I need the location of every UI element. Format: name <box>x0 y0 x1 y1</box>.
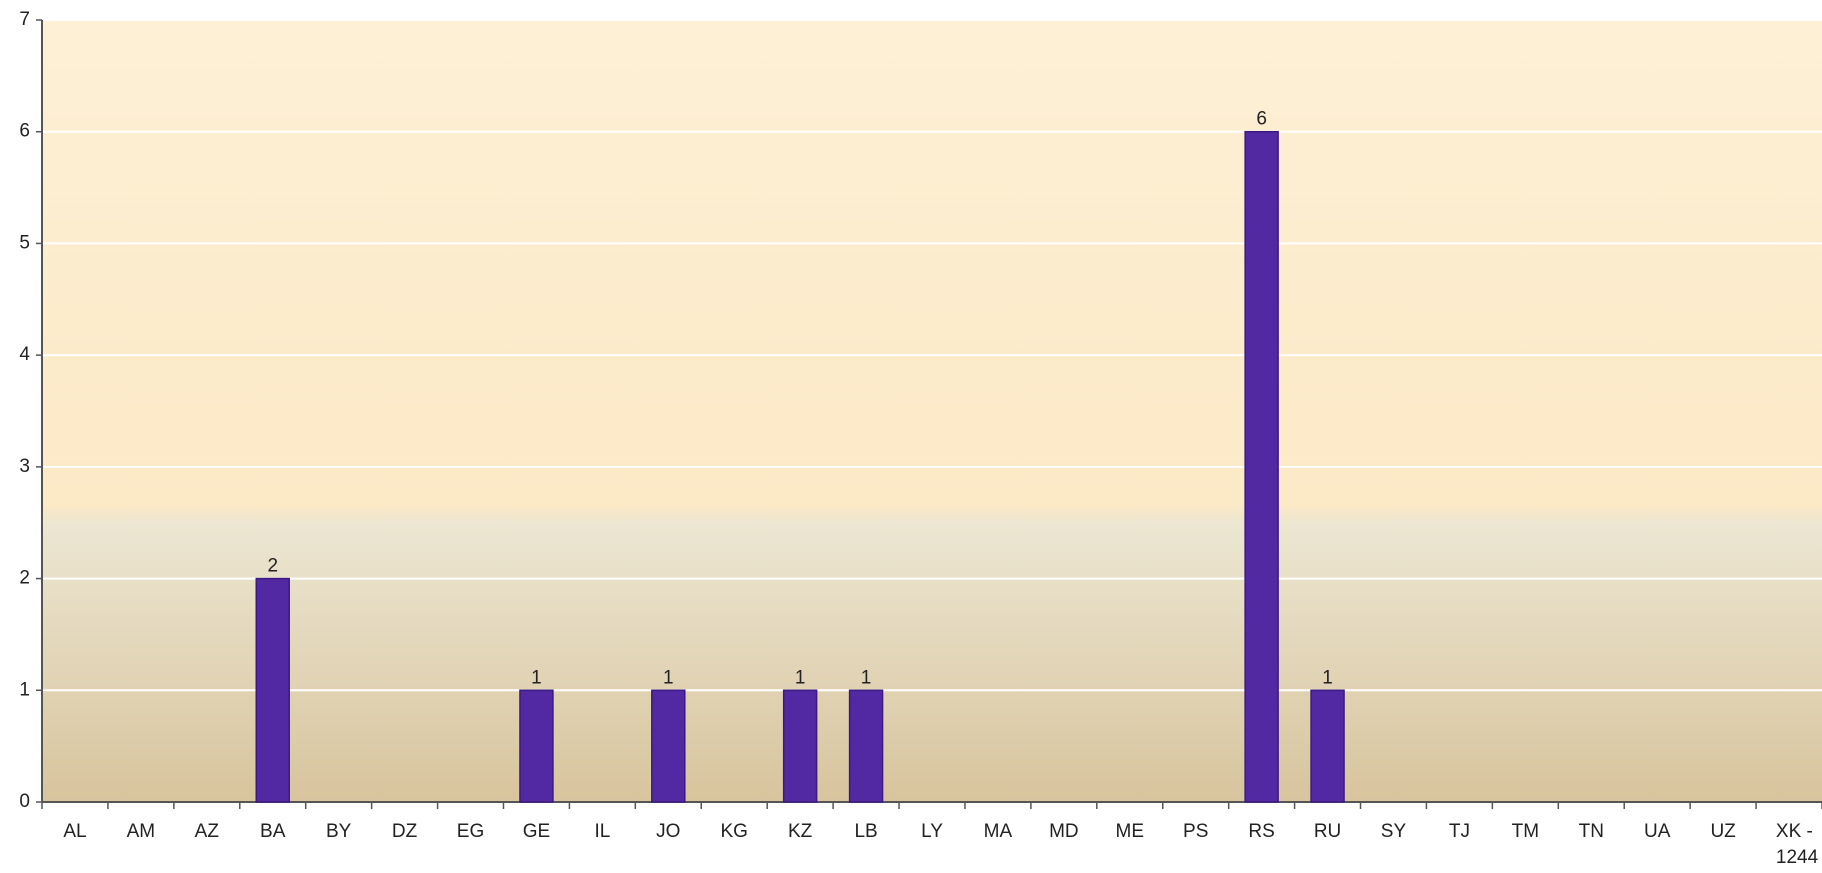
data-label: 6 <box>1256 109 1267 130</box>
data-label: 1 <box>663 667 674 688</box>
x-tick-label: RU <box>1314 821 1341 842</box>
bar <box>1244 130 1279 803</box>
x-tick-label: IL <box>594 821 610 842</box>
data-label: 1 <box>1322 667 1333 688</box>
y-tick-label: 6 <box>19 121 30 142</box>
y-tick-label: 4 <box>19 344 30 365</box>
x-tick-label-line: XK - <box>1776 821 1818 842</box>
y-tick-label: 2 <box>19 568 30 589</box>
data-label: 1 <box>531 667 542 688</box>
plot-background <box>42 20 1822 802</box>
x-tick-label: AL <box>63 821 86 842</box>
x-tick-label: AM <box>127 821 156 842</box>
x-tick-label: BA <box>260 821 286 842</box>
y-tick-label: 0 <box>19 791 30 812</box>
x-tick-label: GE <box>523 821 550 842</box>
x-tick-label: DZ <box>392 821 418 842</box>
x-tick-label: LY <box>921 821 943 842</box>
x-tick-label: MD <box>1049 821 1079 842</box>
data-label: 2 <box>267 556 278 577</box>
y-tick-label: 5 <box>19 232 30 253</box>
x-tick-label: BY <box>326 821 352 842</box>
x-tick-label: AZ <box>195 821 220 842</box>
x-tick-label: TN <box>1579 821 1604 842</box>
x-tick-label: ME <box>1116 821 1145 842</box>
x-tick-label: JO <box>656 821 680 842</box>
bar <box>1310 689 1345 803</box>
x-tick-label: TJ <box>1449 821 1470 842</box>
x-tick-label: KZ <box>788 821 813 842</box>
x-tick-label: SY <box>1381 821 1407 842</box>
x-tick-label: EG <box>457 821 484 842</box>
x-tick-label: KG <box>720 821 747 842</box>
x-tick-label: XK - 1244 <box>1776 821 1819 868</box>
bar <box>519 689 554 803</box>
x-tick-label: LB <box>854 821 877 842</box>
bar <box>651 689 686 803</box>
y-tick-label: 3 <box>19 456 30 477</box>
data-label: 1 <box>795 667 806 688</box>
x-tick-label: RS <box>1248 821 1274 842</box>
bar <box>255 577 290 803</box>
bar <box>848 689 884 803</box>
x-tick-label: PS <box>1183 821 1208 842</box>
x-tick-label: MA <box>984 821 1013 842</box>
y-tick-label: 1 <box>19 679 30 700</box>
x-tick-label: UZ <box>1710 821 1736 842</box>
x-tick-label: UA <box>1644 821 1671 842</box>
x-tick-label-line: 1244 <box>1776 847 1819 868</box>
x-tick-label: TM <box>1512 821 1539 842</box>
y-tick-label: 7 <box>19 9 30 30</box>
data-label: 1 <box>861 667 872 688</box>
bar <box>782 689 818 803</box>
